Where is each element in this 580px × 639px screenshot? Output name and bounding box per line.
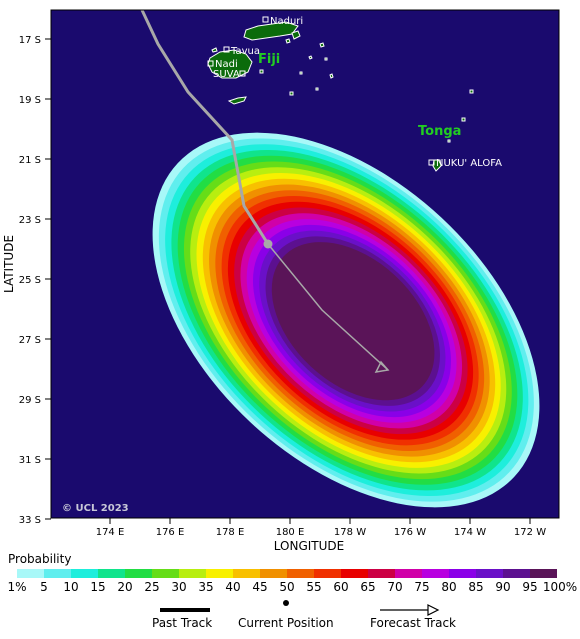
forecast-track-legend-label: Forecast Track bbox=[370, 616, 456, 630]
lat-tick-label: 19 S bbox=[19, 95, 41, 106]
legend-swatch-14 bbox=[395, 569, 422, 578]
legend-swatch-6 bbox=[179, 569, 206, 578]
legend-swatch-2 bbox=[71, 569, 98, 578]
legend-tick-label: 10 bbox=[63, 580, 79, 594]
legend-swatch-18 bbox=[503, 569, 530, 578]
legend-swatch-17 bbox=[476, 569, 503, 578]
lat-tick-label: 21 S bbox=[19, 155, 41, 166]
copyright-label: © UCL 2023 bbox=[62, 503, 129, 514]
legend-tick-label: 70 bbox=[387, 580, 403, 594]
legend-tick-label: 65 bbox=[360, 580, 376, 594]
lat-tick-label: 33 S bbox=[19, 515, 41, 526]
legend-tick-label: 40 bbox=[225, 580, 241, 594]
taveuni-island bbox=[291, 30, 301, 40]
legend-tick-label: 15 bbox=[90, 580, 106, 594]
past-track-line bbox=[140, 9, 270, 245]
legend-tick-label: 95 bbox=[522, 580, 538, 594]
legend-swatch-12 bbox=[341, 569, 368, 578]
legend-swatch-19 bbox=[530, 569, 557, 578]
suva-marker bbox=[239, 70, 246, 77]
current-position-legend-label: Current Position bbox=[238, 616, 334, 630]
lon-tick-label: 172 W bbox=[514, 527, 546, 538]
probability-tick-labels: 1% 5 10 15 20 25 30 35 40 45 50 55 60 65 70 75 80 85 90 95 1… bbox=[0, 580, 580, 594]
legend-swatch-1 bbox=[44, 569, 71, 578]
legend-tick-label: 5 bbox=[40, 580, 48, 594]
legend-tick-label: 25 bbox=[144, 580, 160, 594]
current-position-dot bbox=[263, 239, 273, 249]
legend-swatch-11 bbox=[314, 569, 341, 578]
nukualofa-label: NUKU' ALOFA bbox=[436, 158, 502, 169]
legend-tick-label: 30 bbox=[171, 580, 187, 594]
lat-tick-label: 17 S bbox=[19, 35, 41, 46]
legend-swatch-5 bbox=[152, 569, 179, 578]
lat-tick-label: 31 S bbox=[19, 455, 41, 466]
lat-tick-label: 23 S bbox=[19, 215, 41, 226]
legend-tick-label: 90 bbox=[495, 580, 511, 594]
tonga-country-label: Tonga bbox=[418, 124, 461, 139]
lon-tick-label: 178 E bbox=[216, 527, 245, 538]
legend-tick-label: 100% bbox=[542, 580, 578, 594]
y-axis-title: LATITUDE bbox=[2, 235, 16, 293]
legend-tick-label: 80 bbox=[441, 580, 457, 594]
legend-tick-label: 60 bbox=[333, 580, 349, 594]
forecast-track-symbol bbox=[380, 604, 440, 616]
legend-tick-label: 20 bbox=[117, 580, 133, 594]
legend-swatch-9 bbox=[260, 569, 287, 578]
past-track-symbol bbox=[160, 608, 210, 612]
legend-tick-label: 35 bbox=[198, 580, 214, 594]
naduri-marker bbox=[262, 16, 269, 23]
legend-tick-label: 50 bbox=[279, 580, 295, 594]
legend-swatch-0 bbox=[17, 569, 44, 578]
legend-tick-label: 55 bbox=[306, 580, 322, 594]
legend-swatch-16 bbox=[449, 569, 476, 578]
lon-tick-label: 180 E bbox=[276, 527, 305, 538]
tavua-label: Tavua bbox=[230, 46, 260, 57]
latitude-axis: 17 S 19 S 21 S 23 S 25 S 27 S 29 S 31 S 33 S bbox=[19, 35, 51, 526]
tavua-marker bbox=[223, 46, 230, 53]
lon-tick-label: 176 W bbox=[394, 527, 426, 538]
suva-label: SUVA bbox=[213, 69, 240, 80]
forecast-arrow-head bbox=[374, 360, 390, 373]
legend-tick-label: 45 bbox=[252, 580, 268, 594]
longitude-axis: 174 E 176 E 178 E 180 E 178 W 176 W 174 W 172 W bbox=[96, 518, 546, 538]
probability-band-19 bbox=[271, 242, 435, 401]
legend-tick-label: 85 bbox=[468, 580, 484, 594]
forecast-track-line bbox=[267, 243, 389, 371]
legend-title: Probability bbox=[8, 552, 72, 566]
fiji-country-label: Fiji bbox=[258, 52, 280, 67]
lat-tick-label: 27 S bbox=[19, 335, 41, 346]
lon-tick-label: 178 W bbox=[334, 527, 366, 538]
nadi-marker bbox=[207, 60, 214, 67]
legend-swatch-10 bbox=[287, 569, 314, 578]
current-position-legend: Current Position bbox=[238, 600, 348, 634]
past-track-legend: Past Track bbox=[140, 600, 240, 634]
lon-tick-label: 174 W bbox=[454, 527, 486, 538]
nadi-label: Nadi bbox=[215, 59, 238, 70]
lon-tick-label: 176 E bbox=[156, 527, 185, 538]
legend-swatch-3 bbox=[98, 569, 125, 578]
naduri-label: Naduri bbox=[270, 16, 303, 27]
plot-frame bbox=[50, 9, 560, 519]
past-track-legend-label: Past Track bbox=[152, 616, 213, 630]
legend-swatch-4 bbox=[125, 569, 152, 578]
legend-swatch-13 bbox=[368, 569, 395, 578]
lat-tick-label: 25 S bbox=[19, 275, 41, 286]
legend-swatch-8 bbox=[233, 569, 260, 578]
legend-swatch-15 bbox=[422, 569, 449, 578]
forecast-track-legend: Forecast Track bbox=[370, 600, 470, 634]
probability-color-bar bbox=[17, 569, 557, 578]
kadavu-island bbox=[227, 96, 247, 105]
nukualofa-marker bbox=[428, 159, 435, 166]
legend-tick-label: 75 bbox=[414, 580, 430, 594]
current-position-symbol bbox=[283, 600, 289, 606]
legend-swatch-7 bbox=[206, 569, 233, 578]
x-axis-title: LONGITUDE bbox=[274, 539, 344, 553]
lat-tick-label: 29 S bbox=[19, 395, 41, 406]
legend-tick-label: 1% bbox=[7, 580, 27, 594]
lon-tick-label: 174 E bbox=[96, 527, 125, 538]
